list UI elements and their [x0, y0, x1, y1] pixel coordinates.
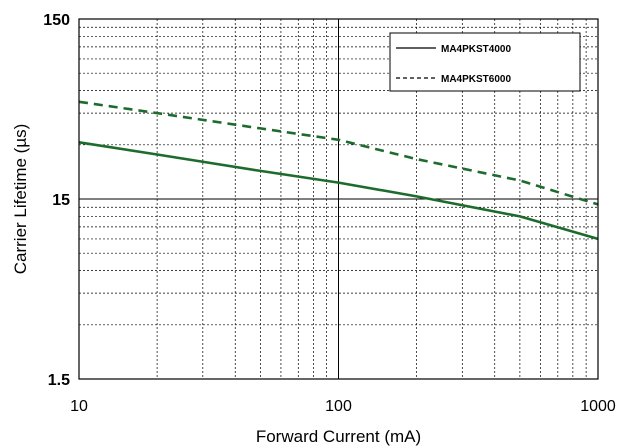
- legend-label-ma4pkst4000: MA4PKST4000: [441, 44, 511, 55]
- y-tick-label: 150: [43, 12, 70, 29]
- legend: MA4PKST4000 MA4PKST6000: [389, 32, 581, 92]
- series-line-ma4pkst6000: [78, 100, 599, 206]
- x-tick-label: 10: [70, 398, 88, 415]
- series-line-ma4pkst4000: [78, 141, 599, 241]
- x-axis-label: Forward Current (mA): [256, 427, 421, 446]
- plot-frame: [78, 18, 599, 380]
- y-tick-label: 1.5: [48, 372, 70, 389]
- series-group: [78, 100, 599, 241]
- y-tick-label: 15: [52, 192, 70, 209]
- x-tick-label: 1000: [580, 398, 616, 415]
- legend-label-ma4pkst6000: MA4PKST6000: [441, 74, 511, 85]
- x-tick-label: 100: [325, 398, 352, 415]
- legend-box: [389, 32, 581, 92]
- tick-labels: 10 100 1000 1.5 15 150: [43, 12, 616, 415]
- y-axis-label: Carrier Lifetime (µs): [11, 124, 30, 275]
